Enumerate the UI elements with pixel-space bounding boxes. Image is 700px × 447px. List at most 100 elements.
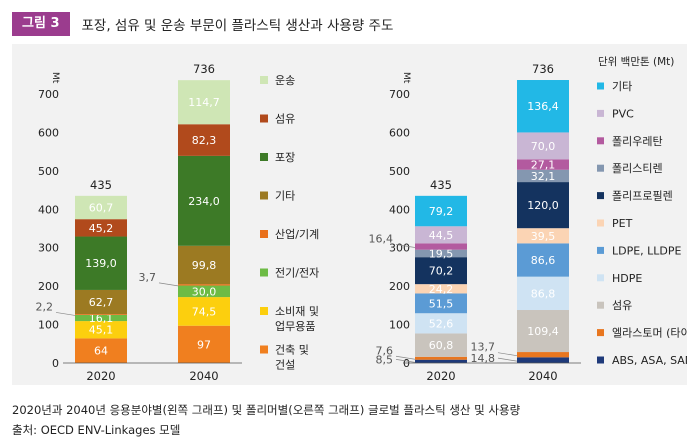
chart2-ytick-label: 700 xyxy=(389,88,410,101)
chart2-data-label: 52,6 xyxy=(429,317,454,330)
chart-panel: 0 100 200 300 400 500 600 700 Mt 64 45,1 16,1 2,2 62,… xyxy=(12,44,687,385)
chart1-data-label: 114,7 xyxy=(188,96,220,109)
chart2-bar-segment xyxy=(415,243,467,250)
chart2-data-label: 136,4 xyxy=(527,100,559,113)
chart1-legend-swatch xyxy=(260,268,268,277)
chart2-legend-swatch xyxy=(597,82,604,90)
chart2-bar-segment xyxy=(517,352,569,358)
chart1-legend-swatch xyxy=(260,153,268,161)
chart2-data-label: 79,2 xyxy=(429,205,454,218)
chart1-legend-label: 섬유 xyxy=(275,113,295,126)
chart1-data-label: 60,7 xyxy=(89,201,114,214)
chart1-legend-swatch xyxy=(260,230,268,238)
chart1-legend-label: 산업/기계 xyxy=(275,228,319,241)
chart1-bar-segment xyxy=(178,80,230,125)
chart1-data-label: 97 xyxy=(197,338,211,351)
chart1-total-label: 435 xyxy=(90,178,112,192)
chart1-bar-segment xyxy=(178,124,230,156)
chart2-legend-swatch xyxy=(597,246,604,254)
chart1-bar-segment xyxy=(75,219,127,237)
chart2-bar-segment xyxy=(517,159,569,170)
chart2-ytick-label: 600 xyxy=(389,126,410,139)
figure-caption: 2020년과 2040년 응용분야별(왼쪽 그래프) 및 폴리머별(오른쪽 그래… xyxy=(12,403,521,417)
chart1-legend-swatch xyxy=(260,345,268,354)
chart2-bar-segment xyxy=(517,182,569,229)
chart1-bar-segment xyxy=(178,325,230,363)
chart2-leader-line xyxy=(497,352,518,357)
chart2-bar-segment xyxy=(517,310,569,353)
chart2-total-label: 435 xyxy=(430,178,452,192)
chart1-legend-label: 건설 xyxy=(275,359,295,372)
chart2-data-label: 51,5 xyxy=(429,297,454,310)
chart1-bar-segment xyxy=(75,236,127,290)
chart2-legend-label: HDPE xyxy=(612,272,642,285)
chart1-ytick-label: 500 xyxy=(38,165,59,178)
chart2-bar-segment xyxy=(415,333,467,357)
chart2-data-label: 13,7 xyxy=(471,341,496,354)
chart1-legend-swatch xyxy=(260,114,268,123)
chart2-legend-swatch xyxy=(597,356,604,364)
chart2-bar-segment xyxy=(415,249,467,258)
chart1-data-label: 234,0 xyxy=(188,195,220,208)
chart1-legend-label: 기타 xyxy=(275,190,295,203)
chart2-data-label: 70,0 xyxy=(531,140,556,153)
figure-header: 그림 3 포장, 섬유 및 운송 부문이 플라스틱 생산과 사용량 주도 xyxy=(12,12,393,36)
chart2-data-label: 14,8 xyxy=(471,352,496,365)
chart2-leader-line xyxy=(395,244,416,248)
chart1-bar-segment xyxy=(75,195,127,220)
chart2-xtick-label: 2040 xyxy=(528,369,557,383)
chart2-legend-label: 폴리우레탄 xyxy=(612,135,663,148)
chart1-data-label: 3,7 xyxy=(139,271,157,284)
chart1-ylabel: Mt xyxy=(50,72,60,84)
chart2-data-label: 27,1 xyxy=(531,159,556,172)
chart2-bar-segment xyxy=(517,243,569,277)
chart2-data-label: 86,8 xyxy=(531,287,556,300)
chart1-bar-segment xyxy=(75,338,127,363)
chart1-data-label: 16,1 xyxy=(89,312,114,325)
chart2-data-label: 7,6 xyxy=(376,344,394,357)
chart2-bar-segment xyxy=(415,257,467,285)
chart1-bar-segment xyxy=(178,285,230,298)
chart1-xtick-label: 2040 xyxy=(189,369,218,383)
chart2-bar-segment xyxy=(517,132,569,160)
chart1-data-label: 64 xyxy=(94,345,108,358)
chart1-bar-segment xyxy=(75,321,127,339)
chart2-legend-label: 섬유 xyxy=(612,299,632,312)
chart2-ytick-label: 400 xyxy=(389,203,410,216)
chart1-data-label: 2,2 xyxy=(36,300,54,313)
chart2-data-label: 44,5 xyxy=(429,229,454,242)
chart2-leader-line xyxy=(395,355,416,360)
chart1-xtick-label: 2020 xyxy=(86,369,115,383)
chart1-legend-label: 건축 및 xyxy=(275,344,309,357)
chart2-legend-label: ABS, ASA, SAN xyxy=(612,354,687,367)
chart1-ytick-label: 300 xyxy=(38,242,59,255)
chart1-legend-swatch xyxy=(260,307,268,315)
chart2-data-label: 19,5 xyxy=(429,247,454,260)
chart1-legend-label: 전기/전자 xyxy=(275,267,319,280)
chart2-bar-segment xyxy=(415,195,467,227)
chart2-ytick-label: 300 xyxy=(389,242,410,255)
chart1-legend-swatch xyxy=(260,76,268,84)
chart2-data-label: 39,5 xyxy=(531,230,556,243)
chart1-data-label: 45,1 xyxy=(89,324,114,337)
chart2-legend-label: 폴리스티렌 xyxy=(612,162,663,175)
chart1-ytick-label: 200 xyxy=(38,280,59,293)
chart2-data-label: 8,5 xyxy=(376,353,394,366)
chart1-leader-line xyxy=(55,312,76,316)
chart1-ytick-label: 0 xyxy=(52,357,59,370)
chart1-bar-segment xyxy=(178,297,230,326)
chart2-bar-segment xyxy=(415,293,467,314)
chart2-bar-segment xyxy=(415,284,467,294)
chart2-leader-line xyxy=(497,357,518,362)
chart2-ytick-label: 200 xyxy=(389,280,410,293)
chart2-legend-swatch xyxy=(597,301,604,309)
chart1-bar-segment xyxy=(75,314,127,315)
figure-source: 출처: OECD ENV-Linkages 모델 xyxy=(12,423,181,437)
chart2-data-label: 24,2 xyxy=(429,283,454,296)
chart1-bar-segment xyxy=(75,289,127,315)
chart2-legend-label: 폴리프로필렌 xyxy=(612,190,673,203)
chart2-xtick-label: 2020 xyxy=(426,369,455,383)
chart1-data-label: 82,3 xyxy=(192,134,217,147)
chart2-legend-label: 기타 xyxy=(612,80,632,93)
chart1-legend-swatch xyxy=(260,191,268,200)
